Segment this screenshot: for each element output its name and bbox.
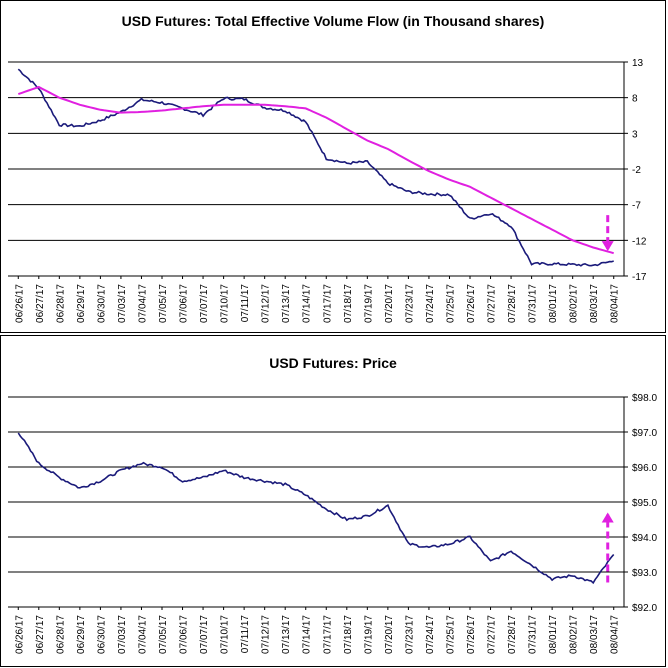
volume-x-tick-label: 07/25/17 xyxy=(445,284,456,323)
volume-x-tick-label: 06/26/17 xyxy=(14,284,25,323)
volume-y-tick-label: -12 xyxy=(632,236,647,247)
volume-x-tick-label: 07/13/17 xyxy=(281,284,292,323)
price-x-tick-label: 08/04/17 xyxy=(610,615,621,654)
price-x-tick-label: 07/10/17 xyxy=(220,615,231,654)
volume-y-tick-label: 8 xyxy=(632,94,638,105)
volume-x-tick-label: 07/14/17 xyxy=(302,284,313,323)
price-x-tick-label: 07/31/17 xyxy=(528,615,539,654)
volume-x-tick-label: 07/17/17 xyxy=(322,284,333,323)
price-x-tick-label: 07/18/17 xyxy=(343,615,354,654)
volume-x-tick-label: 07/11/17 xyxy=(240,284,251,323)
price-x-tick-label: 07/28/17 xyxy=(507,615,518,654)
price-x-tick-label: 06/30/17 xyxy=(96,615,107,654)
price-x-tick-label: 07/04/17 xyxy=(137,615,148,654)
price-x-tick-label: 06/26/17 xyxy=(14,615,25,654)
volume-x-tick-label: 07/23/17 xyxy=(404,284,415,323)
price-x-tick-label: 08/03/17 xyxy=(589,615,600,654)
volume-x-tick-label: 07/26/17 xyxy=(466,284,477,323)
price-x-tick-label: 07/03/17 xyxy=(117,615,128,654)
volume-y-tick-label: -2 xyxy=(632,165,641,176)
volume-x-tick-label: 06/30/17 xyxy=(96,284,107,323)
volume-annotation-arrow-head xyxy=(601,241,614,252)
volume-x-tick-label: 07/20/17 xyxy=(384,284,395,323)
volume-y-tick-label: 13 xyxy=(632,58,644,69)
price-x-tick-label: 07/07/17 xyxy=(199,615,210,654)
price-y-tick-label: $93.0 xyxy=(632,568,657,579)
volume-x-tick-label: 07/07/17 xyxy=(199,284,210,323)
volume-y-tick-label: 3 xyxy=(632,129,638,140)
price-x-tick-label: 07/14/17 xyxy=(302,615,313,654)
price-x-tick-label: 07/24/17 xyxy=(425,615,436,654)
price-x-tick-label: 07/06/17 xyxy=(179,615,190,654)
volume-y-tick-label: -7 xyxy=(632,201,641,212)
volume-x-tick-label: 08/04/17 xyxy=(610,284,621,323)
volume-y-tick-label: -17 xyxy=(632,272,647,283)
price-panel: USD Futures: Price xyxy=(0,335,666,667)
volume-x-tick-label: 07/03/17 xyxy=(117,284,128,323)
price-x-tick-label: 07/12/17 xyxy=(261,615,272,654)
price-y-tick-label: $95.0 xyxy=(632,498,657,509)
price-x-tick-label: 06/29/17 xyxy=(76,615,87,654)
price-x-tick-label: 07/25/17 xyxy=(445,615,456,654)
price-title: USD Futures: Price xyxy=(269,355,397,371)
volume-x-tick-label: 08/01/17 xyxy=(548,284,559,323)
price-x-tick-label: 07/17/17 xyxy=(322,615,333,654)
volume-x-tick-label: 08/02/17 xyxy=(569,284,580,323)
price-x-tick-label: 07/19/17 xyxy=(363,615,374,654)
volume-x-tick-label: 07/10/17 xyxy=(220,284,231,323)
volume-series-line xyxy=(17,68,614,267)
price-x-tick-label: 07/23/17 xyxy=(404,615,415,654)
volume-x-tick-label: 06/28/17 xyxy=(55,284,66,323)
price-y-tick-label: $97.0 xyxy=(632,428,657,439)
price-x-tick-label: 08/02/17 xyxy=(569,615,580,654)
volume-x-tick-label: 07/12/17 xyxy=(261,284,272,323)
volume-x-tick-label: 06/27/17 xyxy=(35,284,46,323)
price-x-tick-label: 07/20/17 xyxy=(384,615,395,654)
price-x-tick-label: 07/11/17 xyxy=(240,615,251,654)
volume-x-tick-label: 08/03/17 xyxy=(589,284,600,323)
price-x-tick-label: 07/05/17 xyxy=(158,615,169,654)
price-y-tick-label: $96.0 xyxy=(632,463,657,474)
volume-x-tick-label: 07/18/17 xyxy=(343,284,354,323)
price-x-tick-label: 07/27/17 xyxy=(487,615,498,654)
price-y-tick-label: $94.0 xyxy=(632,533,657,544)
price-x-tick-label: 08/01/17 xyxy=(548,615,559,654)
volume-x-tick-label: 07/27/17 xyxy=(487,284,498,323)
volume-flow-panel: USD Futures: Total Effective Volume Flow… xyxy=(0,0,666,333)
volume-x-tick-label: 07/28/17 xyxy=(507,284,518,323)
price-x-tick-label: 06/27/17 xyxy=(35,615,46,654)
volume-x-tick-label: 07/31/17 xyxy=(528,284,539,323)
price-x-tick-label: 07/13/17 xyxy=(281,615,292,654)
price-series-line xyxy=(17,432,615,585)
volume-x-tick-label: 07/05/17 xyxy=(158,284,169,323)
volume-x-tick-label: 07/24/17 xyxy=(425,284,436,323)
volume-flow-title: USD Futures: Total Effective Volume Flow… xyxy=(121,13,545,29)
price-y-tick-label: $98.0 xyxy=(632,393,657,404)
volume-x-tick-label: 07/19/17 xyxy=(363,284,374,323)
price-x-tick-label: 07/26/17 xyxy=(466,615,477,654)
volume-x-tick-label: 07/04/17 xyxy=(137,284,148,323)
price-y-tick-label: $92.0 xyxy=(632,603,657,614)
price-x-tick-label: 06/28/17 xyxy=(55,615,66,654)
volume-x-tick-label: 07/06/17 xyxy=(179,284,190,323)
price-annotation-arrow-head xyxy=(601,512,614,523)
volume-series-line xyxy=(17,85,614,255)
volume-x-tick-label: 06/29/17 xyxy=(76,284,87,323)
